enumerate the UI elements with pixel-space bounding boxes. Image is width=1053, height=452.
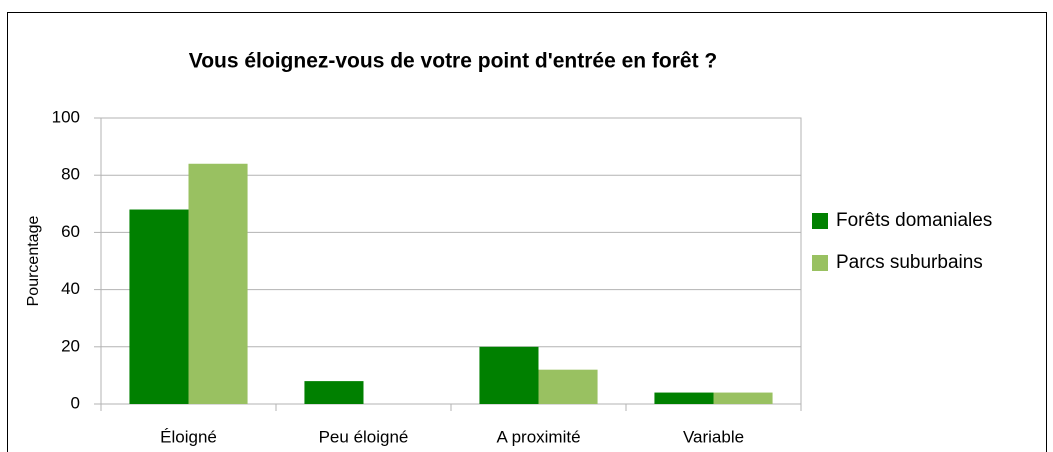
bar [713, 392, 773, 404]
y-tick-label: 80 [61, 165, 80, 184]
bar [304, 381, 364, 404]
bar [538, 369, 598, 404]
y-tick-label: 100 [52, 107, 80, 126]
legend-swatch [812, 213, 828, 229]
x-tick-label: A proximité [496, 427, 580, 446]
x-tick-label: Variable [683, 427, 744, 446]
y-axis-label: Pourcentage [25, 216, 42, 307]
legend-swatch [812, 255, 828, 271]
x-tick-label: Peu éloigné [319, 427, 409, 446]
bar [129, 209, 189, 404]
y-tick-label: 60 [61, 222, 80, 241]
bar [188, 163, 248, 404]
x-tick-label: Éloigné [160, 427, 217, 446]
bar [654, 392, 714, 404]
legend-label: Parcs suburbains [836, 252, 983, 273]
y-tick-label: 20 [61, 336, 80, 355]
y-tick-label: 40 [61, 279, 80, 298]
chart-title: Vous éloignez-vous de votre point d'entr… [189, 50, 718, 73]
legend-label: Forêts domaniales [836, 210, 992, 231]
y-tick-label: 0 [71, 393, 80, 412]
bar [479, 346, 539, 404]
